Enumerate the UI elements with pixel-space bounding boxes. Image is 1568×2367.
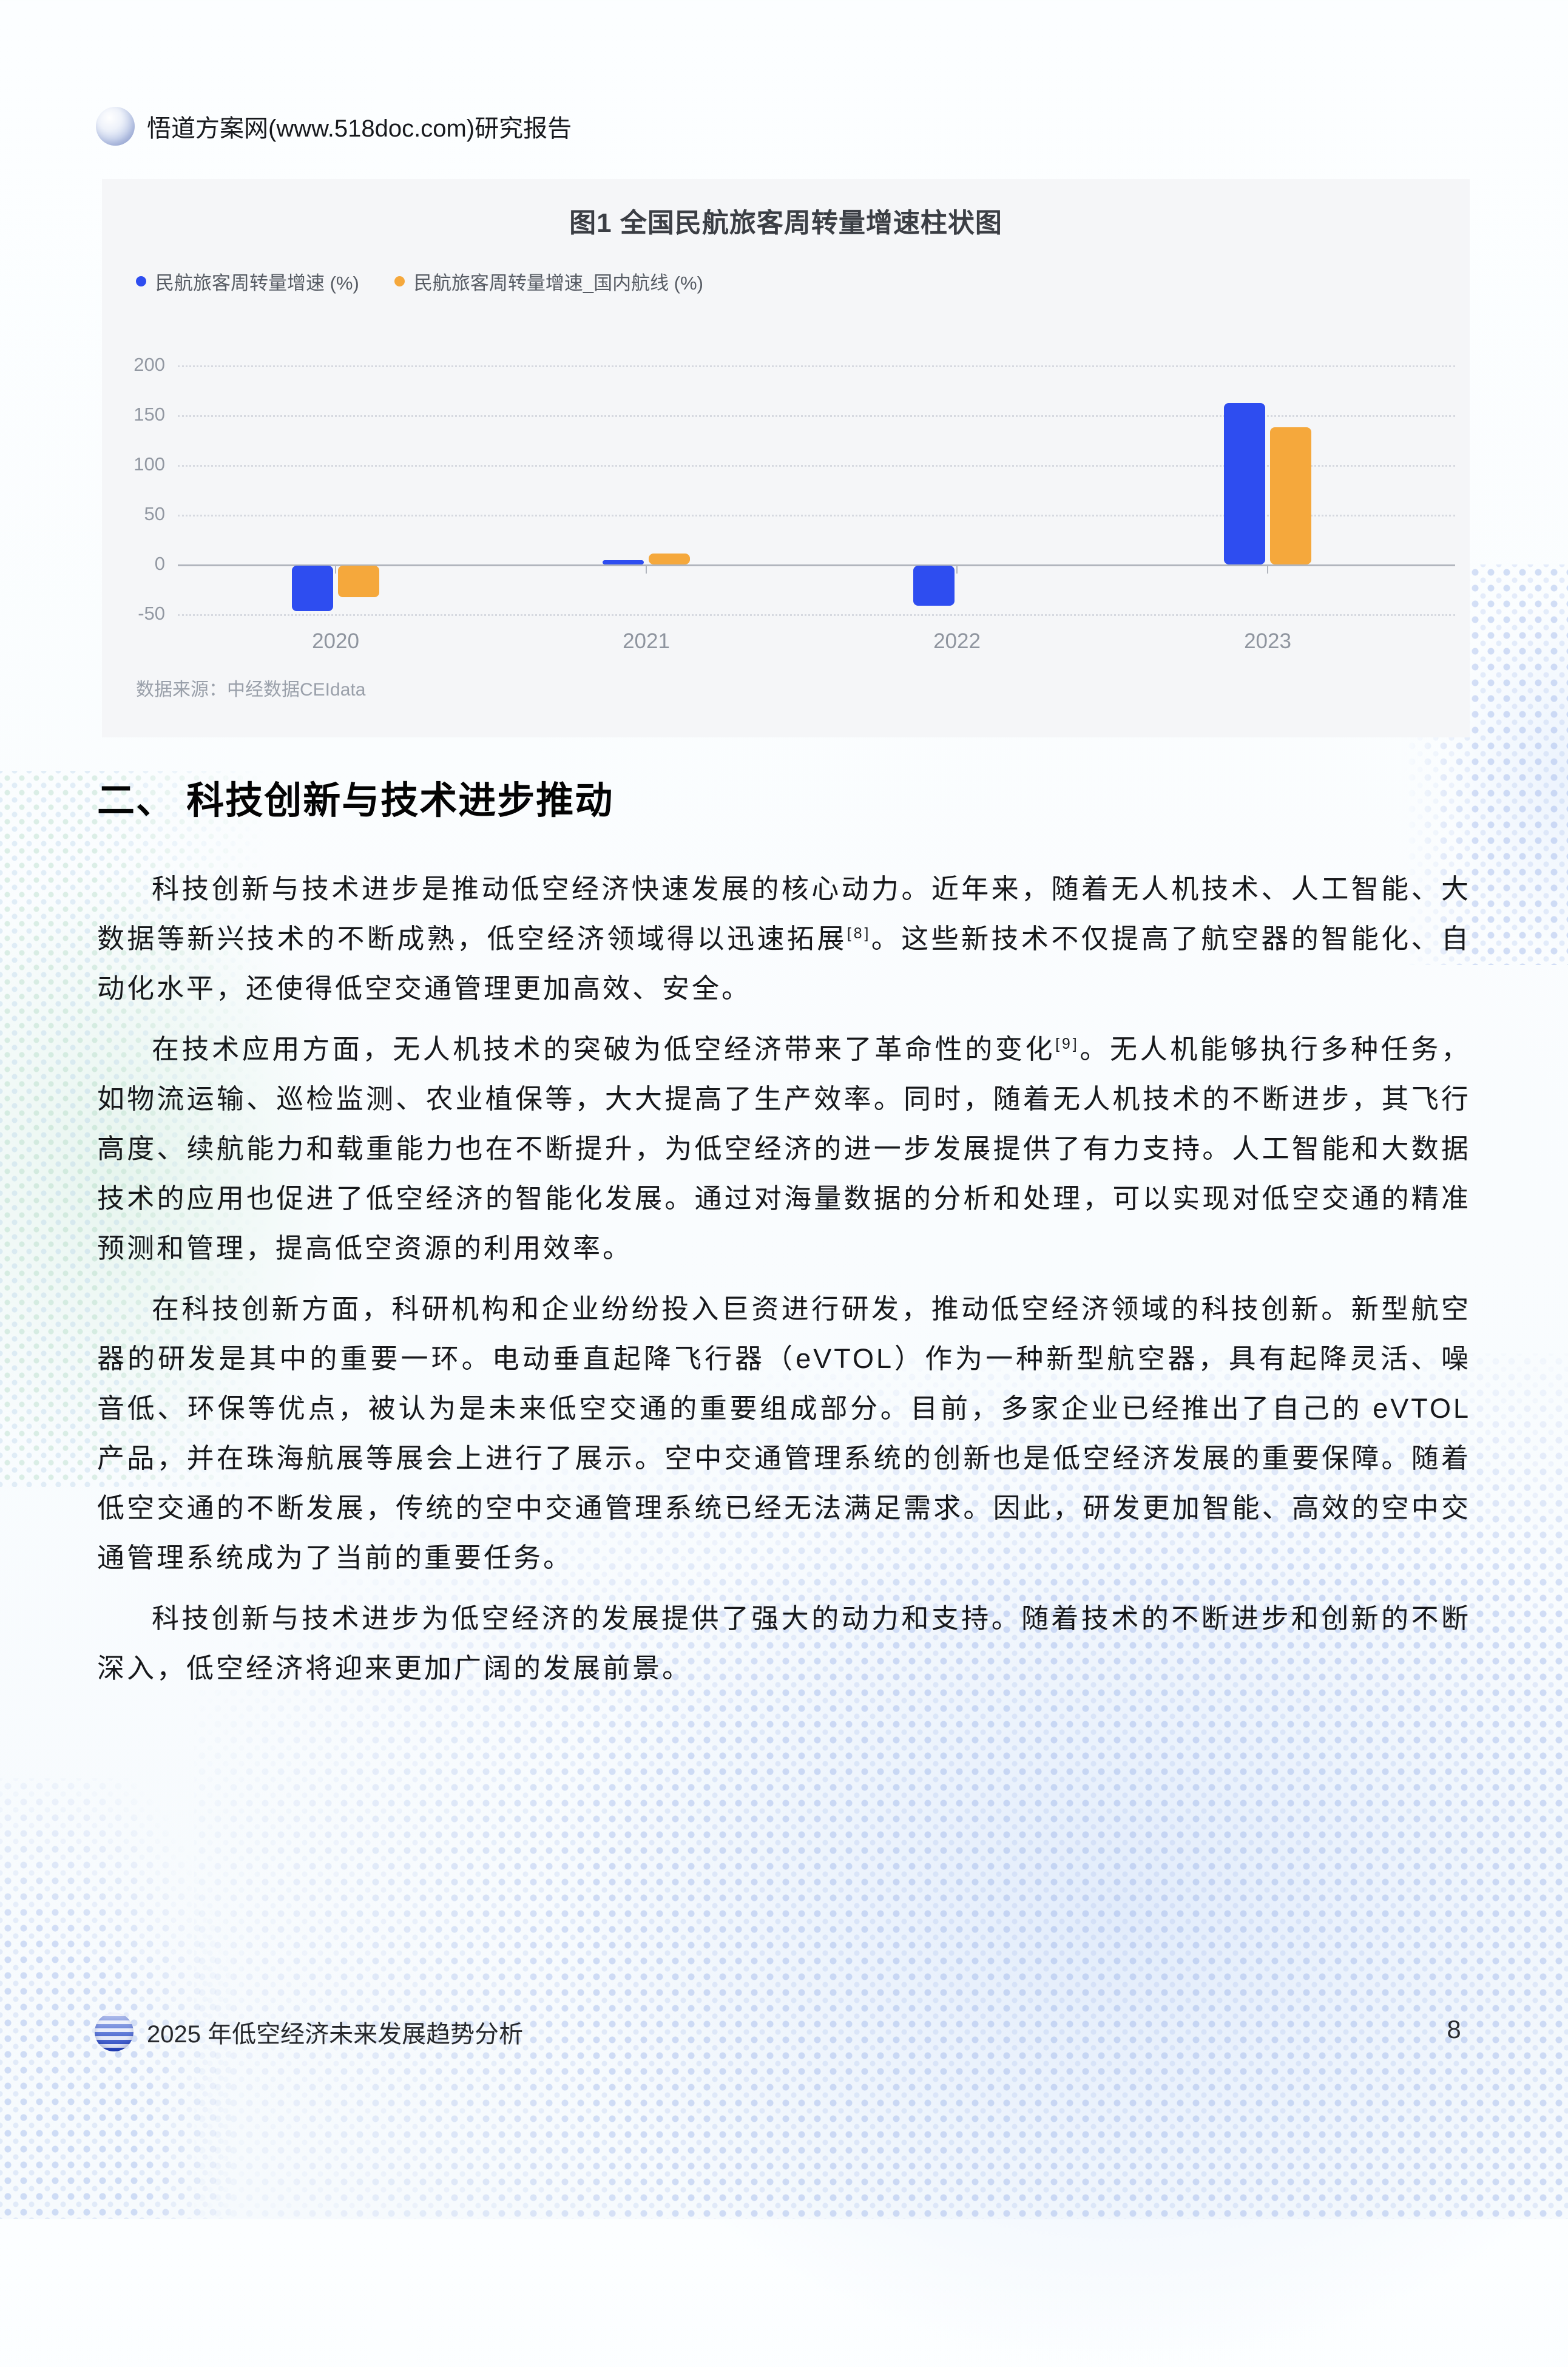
site-logo-icon — [96, 107, 135, 146]
section-heading: 二、 科技创新与技术进步推动 — [97, 780, 614, 822]
reference-superscript: [9] — [1055, 1036, 1080, 1052]
bar-民航旅客周转量增速 (%)-2021 — [603, 560, 644, 564]
paragraph-text: 在技术应用方面，无人机技术的突破为低空经济带来了革命性的变化 — [152, 1034, 1056, 1065]
reference-superscript: [8] — [847, 926, 871, 942]
footer-report-title: 2025 年低空经济未来发展趋势分析 — [147, 2021, 524, 2048]
y-axis-tick-label: 200 — [133, 354, 165, 375]
legend-label: 民航旅客周转量增速 (%) — [155, 273, 359, 294]
y-axis-tick-label: 100 — [133, 453, 165, 475]
bar-民航旅客周转量增速_国内航线 (%)-2021 — [649, 553, 690, 564]
bar-民航旅客周转量增速_国内航线 (%)-2023 — [1270, 427, 1311, 564]
paragraph-text: 。无人机能够执行多种任务，如物流运输、巡检监测、农业植保等，大大提高了生产效率。… — [97, 1034, 1471, 1264]
x-axis-tick — [1267, 566, 1268, 574]
body-paragraphs: 科技创新与技术进步是推动低空经济快速发展的核心动力。近年来，随着无人机技术、人工… — [97, 864, 1471, 1704]
paragraph-text: 在科技创新方面，科研机构和企业纷纷投入巨资进行研发，推动低空经济领域的科技创新。… — [97, 1293, 1471, 1573]
gridline — [178, 515, 1455, 516]
page-header: 悟道方案网(www.518doc.com)研究报告 — [96, 107, 572, 146]
bar-民航旅客周转量增速_国内航线 (%)-2020 — [338, 566, 379, 598]
site-title: 悟道方案网(www.518doc.com)研究报告 — [147, 115, 572, 142]
x-axis-tick — [956, 566, 958, 574]
paragraph: 在科技创新方面，科研机构和企业纷纷投入巨资进行研发，推动低空经济领域的科技创新。… — [97, 1284, 1471, 1583]
x-axis-tick — [646, 566, 647, 574]
legend-item: 民航旅客周转量增速 (%) — [136, 268, 359, 295]
y-axis-tick-label: -50 — [138, 603, 165, 624]
legend-item: 民航旅客周转量增速_国内航线 (%) — [394, 268, 703, 295]
legend-label: 民航旅客周转量增速_国内航线 (%) — [413, 273, 703, 294]
chart-title: 图1 全国民航旅客周转量增速柱状图 — [569, 208, 1002, 238]
bar-民航旅客周转量增速 (%)-2020 — [292, 566, 333, 612]
x-axis-line — [178, 564, 1455, 566]
paragraph-text: 科技创新与技术进步是推动低空经济快速发展的核心动力。近年来，随着无人机技术、人工… — [97, 873, 1471, 954]
bar-民航旅客周转量增速 (%)-2022 — [913, 566, 955, 606]
footer-logo-icon — [95, 2013, 133, 2051]
paragraph: 科技创新与技术进步是推动低空经济快速发展的核心动力。近年来，随着无人机技术、人工… — [97, 864, 1471, 1014]
gridline — [178, 465, 1455, 467]
page-footer: 2025 年低空经济未来发展趋势分析 — [95, 2013, 523, 2051]
paragraph: 科技创新与技术进步为低空经济的发展提供了强大的动力和支持。随着技术的不断进步和创… — [97, 1594, 1471, 1693]
legend-dot-icon — [394, 276, 405, 286]
x-axis-label: 2023 — [1244, 629, 1291, 653]
paragraph-text: 科技创新与技术进步为低空经济的发展提供了强大的动力和支持。随着技术的不断进步和创… — [97, 1603, 1471, 1684]
paragraph-text: 。这些新技术不仅提高了航空器的智能化、自动化水平，还使得低空交通管理更加高效、安… — [97, 923, 1471, 1004]
page-number: 8 — [1447, 2015, 1461, 2044]
gridline — [178, 365, 1455, 367]
y-axis-tick-label: 150 — [133, 404, 165, 425]
y-axis-tick-label: 50 — [144, 503, 165, 524]
figure-panel: 图1 全国民航旅客周转量增速柱状图 民航旅客周转量增速 (%) 民航旅客周转量增速… — [102, 179, 1470, 737]
gridline — [178, 614, 1455, 616]
halftone-dots-bottom-left — [0, 1778, 231, 2219]
chart-source: 数据来源：中经数据CEIdata — [136, 680, 366, 700]
legend-dot-icon — [136, 276, 146, 286]
x-axis-label: 2021 — [623, 629, 670, 653]
x-axis-label: 2022 — [933, 629, 981, 653]
paragraph: 在技术应用方面，无人机技术的突破为低空经济带来了革命性的变化[9]。无人机能够执… — [97, 1024, 1471, 1273]
x-axis-tick — [335, 566, 336, 574]
gridline — [178, 415, 1455, 417]
y-axis-tick-label: 0 — [154, 553, 165, 574]
bar-民航旅客周转量增速 (%)-2023 — [1224, 403, 1265, 564]
chart-legend: 民航旅客周转量增速 (%) 民航旅客周转量增速_国内航线 (%) — [136, 268, 703, 295]
x-axis-label: 2020 — [312, 629, 359, 653]
